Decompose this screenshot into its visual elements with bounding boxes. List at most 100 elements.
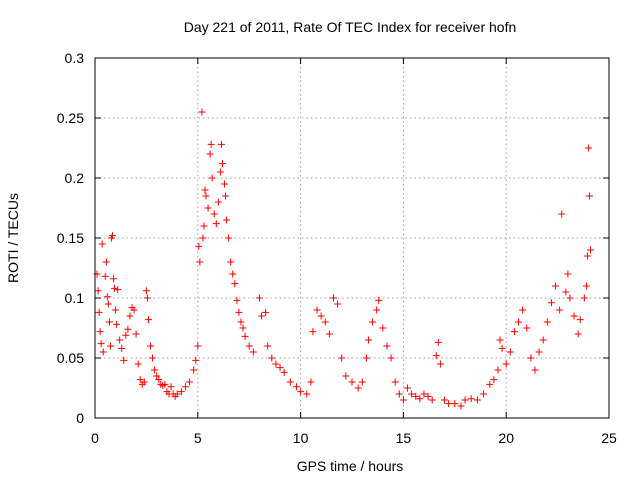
data-point (496, 336, 504, 344)
data-point (297, 388, 305, 396)
x-tick-label: 20 (498, 430, 514, 446)
data-point (510, 328, 518, 336)
data-point (210, 210, 218, 218)
data-point (387, 354, 395, 362)
data-point (539, 336, 547, 344)
data-point (399, 396, 407, 404)
data-point (286, 378, 294, 386)
data-point (202, 192, 210, 200)
data-point (369, 318, 377, 326)
data-point (362, 354, 370, 362)
data-point (570, 312, 578, 320)
data-point (264, 342, 272, 350)
y-tick-label: 0 (76, 410, 84, 426)
data-point (201, 186, 209, 194)
data-point (195, 242, 203, 250)
x-tick-label: 25 (601, 430, 617, 446)
data-point (467, 395, 475, 403)
data-point (134, 360, 142, 368)
data-point (114, 286, 122, 294)
data-point (111, 284, 119, 292)
y-tick-label: 0.05 (57, 350, 84, 366)
data-point (94, 287, 102, 295)
data-point (110, 275, 118, 283)
data-point (354, 384, 362, 392)
data-point (445, 400, 453, 408)
data-point (227, 258, 235, 266)
data-point (408, 390, 416, 398)
data-point (231, 280, 239, 288)
data-point (229, 270, 237, 278)
data-point (506, 348, 514, 356)
data-point (98, 240, 106, 248)
data-point (218, 160, 226, 168)
data-point (222, 192, 230, 200)
data-point (558, 210, 566, 218)
data-point (249, 348, 257, 356)
data-point (574, 330, 582, 338)
data-point (303, 390, 311, 398)
data-point (99, 348, 107, 356)
data-point (132, 330, 140, 338)
y-axis-label: ROTI / TECUs (5, 193, 21, 283)
data-point (424, 392, 432, 400)
data-point (221, 180, 229, 188)
data-point (149, 354, 157, 362)
data-point (348, 378, 356, 386)
data-point (313, 306, 321, 314)
data-point (272, 360, 280, 368)
data-point (200, 222, 208, 230)
data-point (580, 294, 588, 302)
data-point (101, 272, 109, 280)
data-point (585, 192, 593, 200)
data-point (523, 324, 531, 332)
data-point (436, 360, 444, 368)
data-point (576, 316, 584, 324)
data-point (364, 336, 372, 344)
data-point (105, 318, 113, 326)
data-point (95, 308, 103, 316)
data-point (206, 150, 214, 158)
data-point (457, 402, 465, 410)
data-point (239, 324, 247, 332)
data-point (216, 168, 224, 176)
data-point (258, 312, 266, 320)
data-point (325, 330, 333, 338)
data-point (153, 372, 161, 380)
data-point (498, 344, 506, 352)
data-point (268, 354, 276, 362)
data-point (317, 312, 325, 320)
data-point (147, 342, 155, 350)
data-point (217, 140, 225, 148)
data-point (582, 282, 590, 290)
data-point (334, 300, 342, 308)
data-point (543, 318, 551, 326)
x-axis-label: GPS time / hours (297, 458, 404, 474)
data-point (490, 376, 498, 384)
data-point (108, 232, 116, 240)
data-point (167, 383, 175, 391)
data-point (391, 378, 399, 386)
data-point (535, 348, 543, 356)
data-point (142, 287, 150, 295)
data-point (556, 306, 564, 314)
data-point (103, 293, 111, 301)
data-point (241, 332, 249, 340)
data-point (113, 320, 121, 328)
data-point (235, 308, 243, 316)
data-point (190, 366, 198, 374)
data-point (255, 294, 263, 302)
data-point (309, 328, 317, 336)
data-point (428, 396, 436, 404)
data-point (502, 360, 510, 368)
axes: 0 5 10 15 20 25 0 0.05 0.1 0.15 0.2 0.25 0.3 (57, 50, 617, 446)
data-point (97, 340, 105, 348)
data-point (342, 372, 350, 380)
data-point (173, 390, 181, 398)
data-point (276, 364, 284, 372)
y-tick-label: 0.3 (65, 50, 85, 66)
data-point (515, 318, 523, 326)
data-point (208, 174, 216, 182)
data-point (126, 312, 134, 320)
